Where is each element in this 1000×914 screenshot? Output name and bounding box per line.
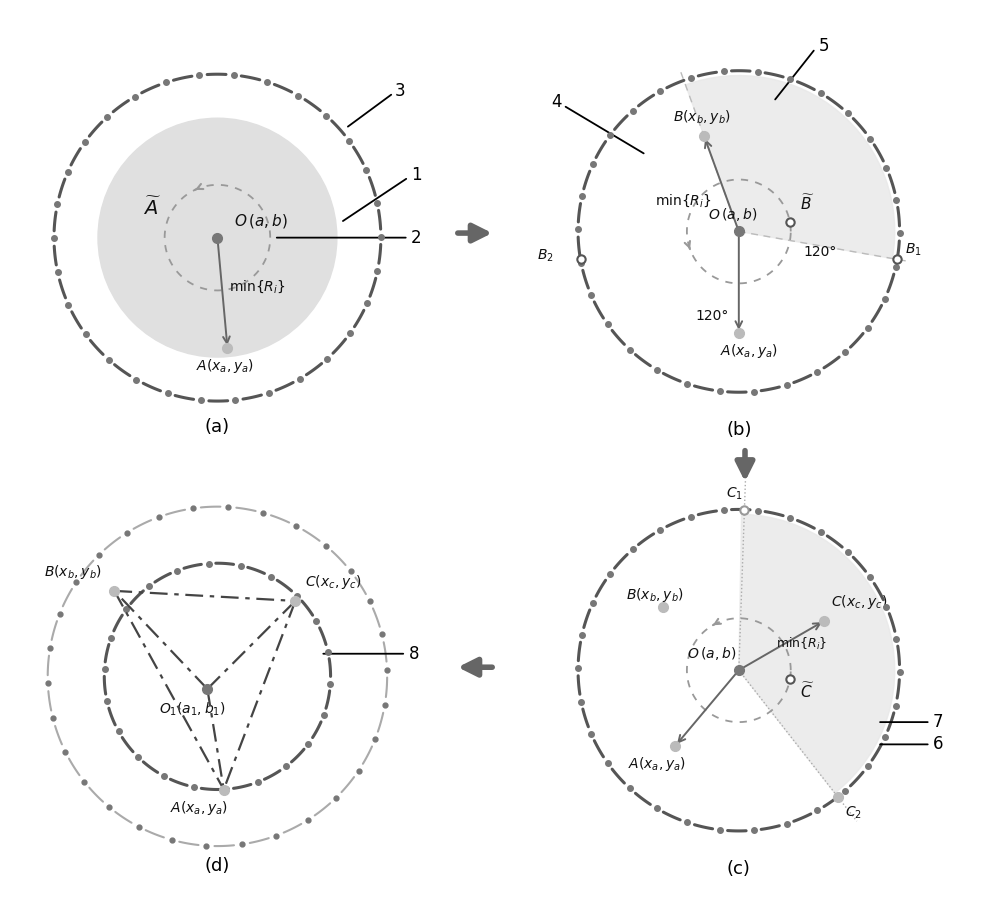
Text: 7: 7 xyxy=(933,713,943,731)
Text: $C_2$: $C_2$ xyxy=(845,804,862,821)
Text: $O\,(a,b)$: $O\,(a,b)$ xyxy=(687,644,736,662)
Text: (c): (c) xyxy=(727,860,751,878)
Wedge shape xyxy=(739,515,895,793)
Text: $\widetilde{A}$: $\widetilde{A}$ xyxy=(143,197,161,219)
Text: $C_1$: $C_1$ xyxy=(726,485,743,502)
Text: (b): (b) xyxy=(726,421,752,440)
Text: $A(x_a,y_a)$: $A(x_a,y_a)$ xyxy=(196,356,254,375)
Text: (a): (a) xyxy=(205,419,230,437)
Text: $B(x_b,y_b)$: $B(x_b,y_b)$ xyxy=(673,109,731,126)
Text: $\min\{R_i\}$: $\min\{R_i\}$ xyxy=(229,278,286,295)
Text: $B_1$: $B_1$ xyxy=(905,241,921,258)
Text: $\min\{R_i\}$: $\min\{R_i\}$ xyxy=(655,192,712,208)
Circle shape xyxy=(98,118,337,357)
Text: $\widetilde{C}$: $\widetilde{C}$ xyxy=(800,681,814,701)
Text: 120°: 120° xyxy=(803,245,836,260)
Wedge shape xyxy=(685,76,895,259)
Text: 120°: 120° xyxy=(696,310,729,324)
Text: $A(x_a,y_a)$: $A(x_a,y_a)$ xyxy=(628,755,686,773)
Text: $B(x_b,y_b)$: $B(x_b,y_b)$ xyxy=(626,586,684,604)
Text: $B_2$: $B_2$ xyxy=(537,248,553,264)
Text: $A(x_a,y_a)$: $A(x_a,y_a)$ xyxy=(170,799,228,817)
Text: $C(x_c,y_c)$: $C(x_c,y_c)$ xyxy=(831,593,887,611)
Text: $\widetilde{B}$: $\widetilde{B}$ xyxy=(800,194,814,213)
Text: $C(x_c,y_c)$: $C(x_c,y_c)$ xyxy=(305,573,362,590)
Text: $B(x_b,y_b)$: $B(x_b,y_b)$ xyxy=(44,563,102,580)
Text: $O\,(a,b)$: $O\,(a,b)$ xyxy=(708,206,757,223)
Text: 2: 2 xyxy=(411,228,422,247)
Text: 3: 3 xyxy=(395,81,405,100)
Text: (d): (d) xyxy=(205,857,230,876)
Text: 1: 1 xyxy=(411,165,422,184)
Text: $O\,(a,b)$: $O\,(a,b)$ xyxy=(234,211,288,229)
Text: $\min\{R_i\}$: $\min\{R_i\}$ xyxy=(776,636,827,652)
Text: 6: 6 xyxy=(933,736,943,753)
Text: 4: 4 xyxy=(551,92,561,111)
Text: $A(x_a,y_a)$: $A(x_a,y_a)$ xyxy=(720,342,778,360)
Text: 8: 8 xyxy=(409,644,419,663)
Text: $O_1(a_1,b_1)$: $O_1(a_1,b_1)$ xyxy=(159,701,226,718)
Text: 5: 5 xyxy=(819,37,830,55)
